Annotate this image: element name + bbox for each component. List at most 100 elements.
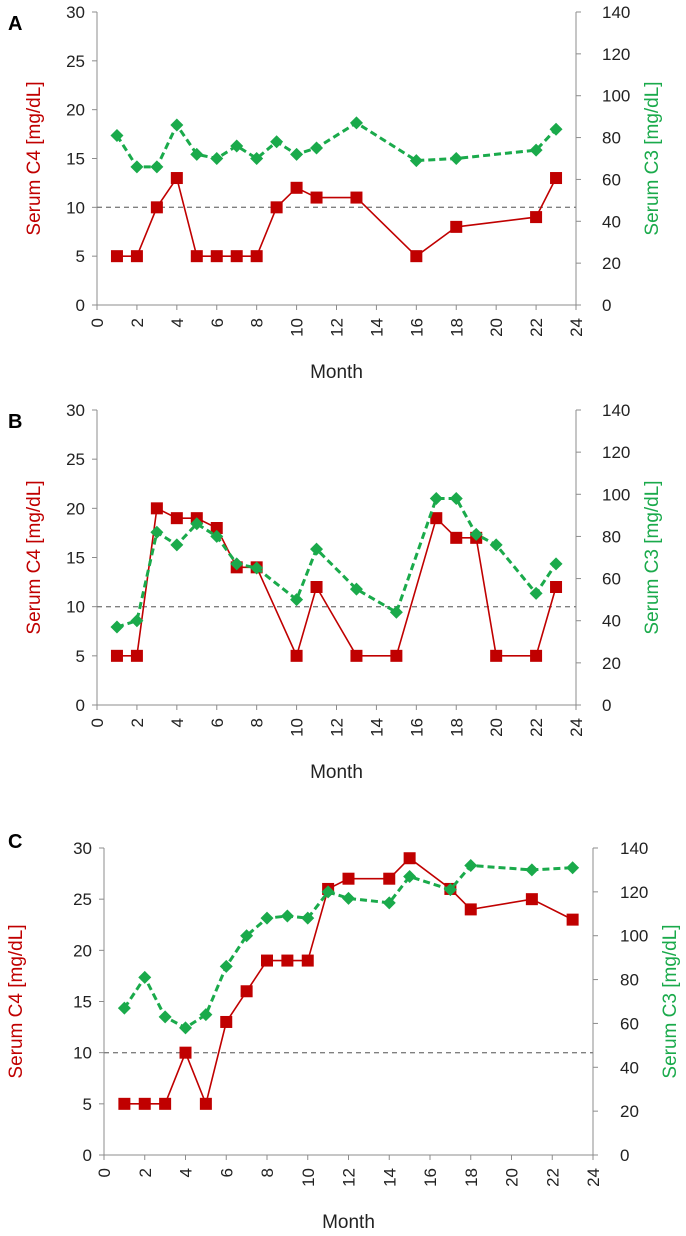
data-point-c3 [219, 959, 233, 973]
data-point-c4 [281, 954, 294, 967]
x-tick-label: 4 [168, 318, 187, 327]
data-point-c4 [566, 913, 579, 926]
panel-label: A [8, 13, 22, 35]
data-point-c4 [450, 220, 463, 233]
data-point-c4 [130, 649, 143, 662]
data-point-c4 [138, 1097, 151, 1110]
data-point-c4 [383, 872, 396, 885]
x-tick-label: 2 [128, 318, 147, 327]
data-point-c3 [403, 870, 417, 884]
right-y-tick-label: 140 [620, 839, 648, 858]
data-point-c3 [130, 614, 144, 628]
data-point-c4 [350, 191, 363, 204]
right-y-tick-label: 60 [602, 170, 621, 189]
data-point-c3 [150, 160, 164, 174]
x-tick-label: 12 [328, 318, 347, 337]
left-y-tick-label: 0 [83, 1146, 92, 1165]
data-point-c3 [529, 586, 543, 600]
left-y-axis-label: Serum C4 [mg/dL] [6, 924, 27, 1078]
x-tick-label: 4 [168, 718, 187, 727]
data-point-c4 [220, 1015, 233, 1028]
series-line-c4 [117, 507, 557, 659]
x-axis-label: Month [310, 762, 363, 783]
data-point-c3 [389, 605, 403, 619]
x-tick-label: 24 [567, 318, 586, 337]
data-point-c3 [443, 883, 457, 897]
right-y-tick-label: 40 [602, 612, 621, 631]
data-point-c3 [138, 970, 152, 984]
right-y-axis-label: Serum C3 [mg/dL] [642, 480, 663, 634]
left-y-tick-label: 30 [66, 401, 85, 420]
right-y-tick-label: 0 [602, 696, 611, 715]
data-point-c4 [450, 531, 463, 544]
data-point-c4 [159, 1097, 172, 1110]
series-line-c3 [123, 863, 573, 1030]
x-tick-label: 24 [584, 1168, 603, 1187]
x-tick-label: 18 [447, 718, 466, 737]
data-point-c4 [270, 201, 283, 214]
right-y-tick-label: 120 [620, 883, 648, 902]
x-tick-label: 20 [487, 718, 506, 737]
right-y-tick-label: 0 [602, 296, 611, 315]
data-point-c4 [240, 985, 253, 998]
data-point-c3 [349, 582, 363, 596]
data-point-c3 [549, 122, 563, 136]
right-y-axis-label: Serum C3 [mg/dL] [642, 81, 663, 235]
right-y-axis-label: Serum C3 [mg/dL] [660, 924, 681, 1078]
data-point-c3 [290, 593, 304, 607]
data-point-c3 [230, 139, 244, 153]
x-tick-label: 24 [567, 718, 586, 737]
data-point-c3 [170, 118, 184, 132]
x-tick-label: 6 [217, 1168, 236, 1177]
x-axis-label: Month [310, 362, 363, 383]
panel-label: B [8, 411, 22, 433]
data-point-c4 [390, 649, 403, 662]
left-y-tick-label: 5 [76, 647, 85, 666]
right-y-tick-label: 80 [602, 129, 621, 148]
right-y-tick-label: 140 [602, 3, 630, 22]
data-point-c3 [525, 863, 539, 877]
x-tick-label: 6 [208, 318, 227, 327]
data-point-c3 [449, 492, 463, 505]
data-point-c3 [310, 141, 324, 155]
x-tick-label: 20 [487, 318, 506, 337]
data-point-c3 [158, 1010, 172, 1024]
data-point-c3 [469, 527, 483, 541]
data-point-c3 [260, 911, 274, 925]
data-point-c4 [410, 250, 423, 263]
data-point-c3 [250, 152, 264, 165]
data-point-c4 [230, 250, 243, 263]
data-point-c4 [118, 1097, 131, 1110]
right-y-tick-label: 60 [620, 1014, 639, 1033]
data-point-c3 [250, 561, 264, 575]
x-tick-label: 22 [527, 318, 546, 337]
left-y-axis-label: Serum C4 [mg/dL] [24, 480, 45, 634]
data-point-c3 [117, 1001, 131, 1015]
series-line-c3 [116, 497, 558, 629]
x-tick-label: 18 [462, 1168, 481, 1187]
data-point-c4 [525, 893, 538, 906]
x-tick-label: 2 [128, 718, 147, 727]
data-point-c3 [310, 542, 324, 556]
data-point-c4 [110, 250, 123, 263]
data-point-c4 [170, 512, 183, 525]
data-point-c4 [210, 250, 223, 263]
x-tick-label: 0 [88, 318, 107, 327]
x-tick-label: 14 [367, 318, 386, 337]
data-point-c4 [350, 649, 363, 662]
data-point-c4 [530, 211, 543, 224]
x-tick-label: 16 [407, 718, 426, 737]
data-point-c3 [409, 154, 423, 168]
data-point-c4 [290, 181, 303, 194]
x-tick-label: 18 [447, 318, 466, 337]
x-tick-label: 6 [208, 718, 227, 727]
left-y-tick-label: 25 [73, 890, 92, 909]
right-y-tick-label: 100 [602, 87, 630, 106]
left-y-axis-label: Serum C4 [mg/dL] [24, 81, 45, 235]
data-point-c3 [110, 128, 124, 142]
data-point-c4 [342, 872, 355, 885]
data-point-c3 [290, 147, 304, 161]
x-tick-label: 14 [367, 718, 386, 737]
left-y-tick-label: 10 [66, 598, 85, 617]
